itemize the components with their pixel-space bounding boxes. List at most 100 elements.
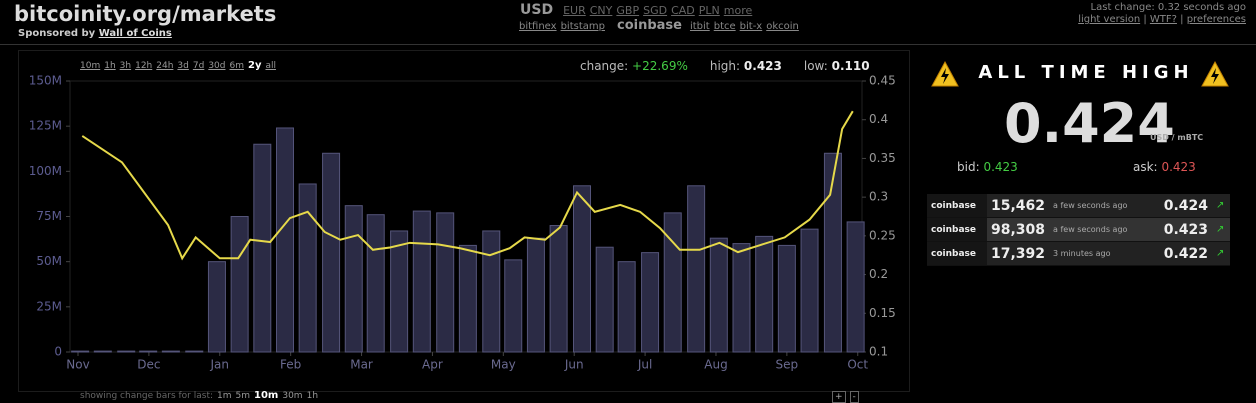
ask-value: 0.423 <box>1161 160 1196 174</box>
change-bar-option[interactable]: 10m <box>254 390 279 401</box>
range-link[interactable]: 24h <box>156 61 174 71</box>
currency-link[interactable]: GBP <box>616 4 640 17</box>
volume-bar <box>390 230 409 353</box>
volume-bar <box>230 216 249 353</box>
volume-bar <box>663 212 682 353</box>
change-bars: showing change bars for last: 1m 5m 10m 30m 1… <box>80 390 318 401</box>
range-link[interactable]: 2y <box>248 60 262 71</box>
exchange-link[interactable]: okcoin <box>766 21 799 32</box>
exchange-link[interactable]: coinbase <box>616 18 682 33</box>
currency-link[interactable]: PLN <box>698 4 720 17</box>
zoom-button[interactable]: - <box>849 391 859 403</box>
trade-amount: 15,462 <box>987 194 1050 218</box>
currency-link[interactable]: CAD <box>671 4 695 17</box>
currency-link[interactable]: more <box>723 4 753 17</box>
x-tick-label: May <box>491 358 516 372</box>
zoom: + - <box>832 391 863 403</box>
currency-link[interactable]: CNY <box>589 4 613 17</box>
price-line <box>81 110 854 261</box>
trade-price: 0.423 <box>1148 217 1212 242</box>
x-tick-label: Jun <box>564 358 584 372</box>
bid-value: 0.423 <box>983 160 1018 174</box>
ask: ask: 0.423 <box>1133 160 1196 174</box>
trade-row: coinbase 15,462 a few seconds ago 0.424 ↗ <box>927 194 1230 218</box>
chart: 0 25M 50M 75M 100M 125M 150M 0.1 0.15 0.2 0.25 0.3 0… <box>29 74 896 372</box>
trade-amount: 98,308 <box>987 217 1050 242</box>
trade-row: coinbase 98,308 a few seconds ago 0.423 ↗ <box>927 217 1230 242</box>
stat-label: high: <box>709 59 741 73</box>
range-link[interactable]: 10m <box>80 61 101 71</box>
range-link[interactable]: 12h <box>135 61 153 71</box>
stat-value: +22.69% <box>632 59 688 73</box>
trade-price: 0.424 <box>1148 194 1212 218</box>
volume-bar <box>298 183 317 353</box>
y2-tick-label: 0.2 <box>869 267 888 281</box>
volume-bar <box>344 205 363 353</box>
change-bar-option[interactable]: 30m <box>282 391 303 401</box>
y2-tick-label: 0.45 <box>869 74 896 88</box>
volume-bar <box>93 350 112 353</box>
y-tick-label: 125M <box>29 119 62 133</box>
trade-arrow: ↗ <box>1212 194 1230 218</box>
ath-price: 0.424 <box>1004 92 1175 155</box>
change-bar-option[interactable]: 1h <box>306 391 319 401</box>
trade-arrow: ↗ <box>1212 217 1230 242</box>
volume-bar <box>253 143 272 353</box>
top-link[interactable]: WTF? <box>1149 14 1177 25</box>
y-tick-label: 150M <box>29 74 62 88</box>
exchange-link[interactable]: bitstamp <box>560 21 605 32</box>
zoom-button[interactable]: + <box>832 391 846 403</box>
exchange-link[interactable]: itbit <box>689 21 710 32</box>
price-unit: USD / mBTC <box>1150 133 1204 142</box>
chart-panel <box>18 50 910 392</box>
volume-bar <box>412 210 431 353</box>
currency-link[interactable]: SGD <box>643 4 668 17</box>
volume-bar <box>709 237 728 353</box>
y2-tick-label: 0.3 <box>869 190 888 204</box>
trade-time: a few seconds ago <box>1049 194 1149 218</box>
stats: change: +22.69% high: 0.423 low: 0.110 <box>580 59 892 73</box>
range-link[interactable]: 1h <box>104 61 116 71</box>
volume-bar <box>641 252 660 353</box>
range-link[interactable]: 6m <box>229 61 245 71</box>
currency-bar: USD EUR CNY GBP SGD CAD PLN more <box>520 2 756 18</box>
change-bar-option[interactable]: 5m <box>235 391 251 401</box>
sponsor-link[interactable]: Wall of Coins <box>98 28 172 39</box>
exchange-link[interactable]: bit-x <box>739 21 763 32</box>
top-link[interactable]: light version <box>1078 14 1141 25</box>
trade-time: 3 minutes ago <box>1049 241 1149 266</box>
y2-tick-label: 0.1 <box>869 345 888 359</box>
sponsor-prefix: Sponsored by <box>18 28 96 39</box>
range-link[interactable]: 7d <box>192 61 205 71</box>
volume-bar <box>185 350 204 353</box>
range-link[interactable]: 3h <box>119 61 132 71</box>
volume-bar <box>526 237 545 353</box>
range-link[interactable]: 30d <box>208 61 226 71</box>
active-currency: USD <box>520 2 554 18</box>
ask-label: ask: <box>1133 160 1158 174</box>
trade-exchange: coinbase <box>927 194 987 218</box>
site-title[interactable]: bitcoinity.org/markets <box>14 2 277 26</box>
volume-bar <box>617 261 636 353</box>
change-bars-label: showing change bars for last: <box>80 391 214 401</box>
trade-exchange: coinbase <box>927 217 987 242</box>
currency-link[interactable]: EUR <box>563 4 586 17</box>
warning-icon <box>931 60 959 87</box>
x-tick-label: Jul <box>637 358 652 372</box>
range-link[interactable]: 3d <box>177 61 189 71</box>
top-link[interactable]: preferences <box>1186 14 1246 25</box>
warning-icon <box>1201 60 1229 87</box>
change-bar-option[interactable]: 1m <box>217 391 232 401</box>
range-link[interactable]: all <box>265 61 277 71</box>
x-tick-label: Nov <box>66 358 89 372</box>
y-tick-label: 25M <box>36 299 62 313</box>
exchange-link[interactable]: bitfinex <box>519 21 557 32</box>
stat-value: 0.110 <box>831 59 870 73</box>
volume-bar <box>482 230 501 353</box>
exchange-link[interactable]: btce <box>713 21 736 32</box>
volume-bar <box>436 212 455 353</box>
y-tick-label: 100M <box>29 164 62 178</box>
volume-bar <box>322 152 341 353</box>
status: Last change: 0.32 seconds ago light versi… <box>1078 2 1246 26</box>
